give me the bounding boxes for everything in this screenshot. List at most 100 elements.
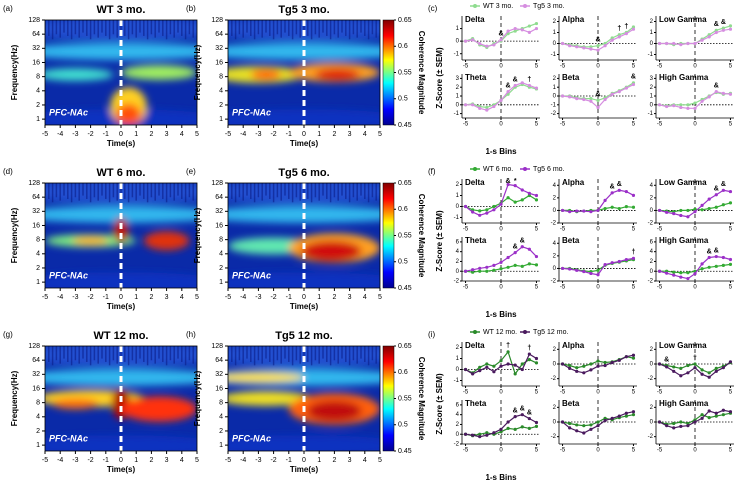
y-axis-label: Frequency(Hz) xyxy=(193,207,202,263)
data-point xyxy=(603,416,607,420)
data-point xyxy=(624,189,628,194)
x-tick-label: 1 xyxy=(317,457,321,464)
x-tick-label: -5 xyxy=(42,131,48,138)
data-point xyxy=(506,362,510,366)
data-point xyxy=(707,33,711,37)
x-tick-label: 0 xyxy=(596,390,600,396)
data-point xyxy=(589,210,593,214)
x-tick-label: -1 xyxy=(286,457,292,464)
y-tick-label: 2 xyxy=(650,347,654,353)
data-point xyxy=(631,25,636,29)
data-point xyxy=(478,269,482,273)
y-tick-label: 1 xyxy=(36,279,40,286)
legend-marker xyxy=(523,4,527,8)
y-tick-label: 64 xyxy=(32,31,40,38)
data-point xyxy=(513,372,517,376)
panel-label: (d) xyxy=(3,167,13,176)
data-point xyxy=(485,365,489,369)
data-point xyxy=(560,208,565,213)
data-point xyxy=(721,255,725,260)
data-point xyxy=(700,203,704,207)
data-point xyxy=(492,268,496,272)
data-point xyxy=(527,358,531,362)
x-tick-label: 3 xyxy=(348,131,352,138)
x-tick-label: 0 xyxy=(499,64,503,70)
panel-label: (i) xyxy=(428,330,435,339)
data-point xyxy=(728,92,733,96)
x-tick-label: 4 xyxy=(180,457,184,464)
data-point xyxy=(700,372,704,376)
y-tick-label: 2 xyxy=(553,347,557,353)
x-tick-label: -5 xyxy=(225,294,231,301)
x-tick-label: -4 xyxy=(240,294,246,301)
y-tick-label: 4 xyxy=(456,249,460,255)
y-tick-label: 2 xyxy=(650,195,654,201)
data-point xyxy=(617,35,621,39)
data-point xyxy=(686,208,690,213)
data-point xyxy=(679,420,683,424)
y-tick-label: 2 xyxy=(650,259,654,265)
y-tick-label: 0 xyxy=(553,208,557,214)
data-point xyxy=(672,270,676,274)
colorbar-tick-label: 0.55 xyxy=(398,232,412,239)
data-point xyxy=(463,432,468,436)
data-point xyxy=(617,33,621,37)
heatmap-blob xyxy=(228,272,380,288)
y-tick-label: -2 xyxy=(648,376,654,382)
data-point xyxy=(686,421,690,426)
data-point xyxy=(527,24,531,28)
x-tick-label: -5 xyxy=(560,227,566,233)
data-point xyxy=(721,91,725,95)
data-point xyxy=(527,191,531,195)
data-point xyxy=(582,431,586,435)
data-point xyxy=(596,420,600,424)
x-tick-label: 4 xyxy=(180,131,184,138)
data-point xyxy=(657,41,662,46)
data-point xyxy=(657,208,662,213)
data-point xyxy=(589,97,593,101)
data-point xyxy=(707,416,711,420)
data-point xyxy=(513,29,517,33)
data-point xyxy=(665,365,669,369)
colorbar-tick-label: 0.5 xyxy=(398,259,408,266)
data-point xyxy=(513,26,517,31)
y-tick-label: -2 xyxy=(551,434,557,440)
y-tick-label: -1 xyxy=(454,51,460,57)
data-point xyxy=(499,267,503,271)
data-point xyxy=(596,48,600,52)
x-tick-label: -5 xyxy=(463,390,469,396)
x-tick-label: 2 xyxy=(149,457,153,464)
data-point xyxy=(499,260,503,265)
x-tick-label: 0 xyxy=(693,122,697,128)
y-tick-label: 8 xyxy=(219,399,223,406)
data-point xyxy=(631,410,636,414)
data-point xyxy=(589,47,593,51)
data-point xyxy=(471,270,475,274)
y-tick-label: -2 xyxy=(454,279,460,285)
x-tick-label: 5 xyxy=(729,64,733,70)
y-tick-label: 0 xyxy=(650,269,654,275)
data-point xyxy=(471,38,475,42)
band-name: High Gamma xyxy=(659,73,709,82)
y-tick-label: 128 xyxy=(28,17,40,24)
y-tick-label: 2 xyxy=(456,85,460,91)
x-tick-label: 5 xyxy=(535,285,539,291)
x-tick-label: -2 xyxy=(270,131,276,138)
y-tick-label: 4 xyxy=(36,414,40,421)
y-tick-label: -2 xyxy=(551,279,557,285)
data-point xyxy=(520,188,524,192)
data-point xyxy=(506,350,510,354)
y-tick-label: 8 xyxy=(36,399,40,406)
significance-mark: & xyxy=(520,406,525,413)
x-tick-label: 0 xyxy=(596,64,600,70)
data-point xyxy=(728,201,733,205)
data-point xyxy=(617,358,621,362)
significance-mark: & xyxy=(506,82,511,89)
band-name: Beta xyxy=(562,236,580,245)
band-name: Theta xyxy=(465,73,487,82)
colorbar-label: Coherence Magnitude xyxy=(417,357,426,441)
data-point xyxy=(582,209,586,213)
y-tick-label: 128 xyxy=(211,17,223,24)
data-point xyxy=(527,83,531,88)
data-point xyxy=(603,418,607,423)
